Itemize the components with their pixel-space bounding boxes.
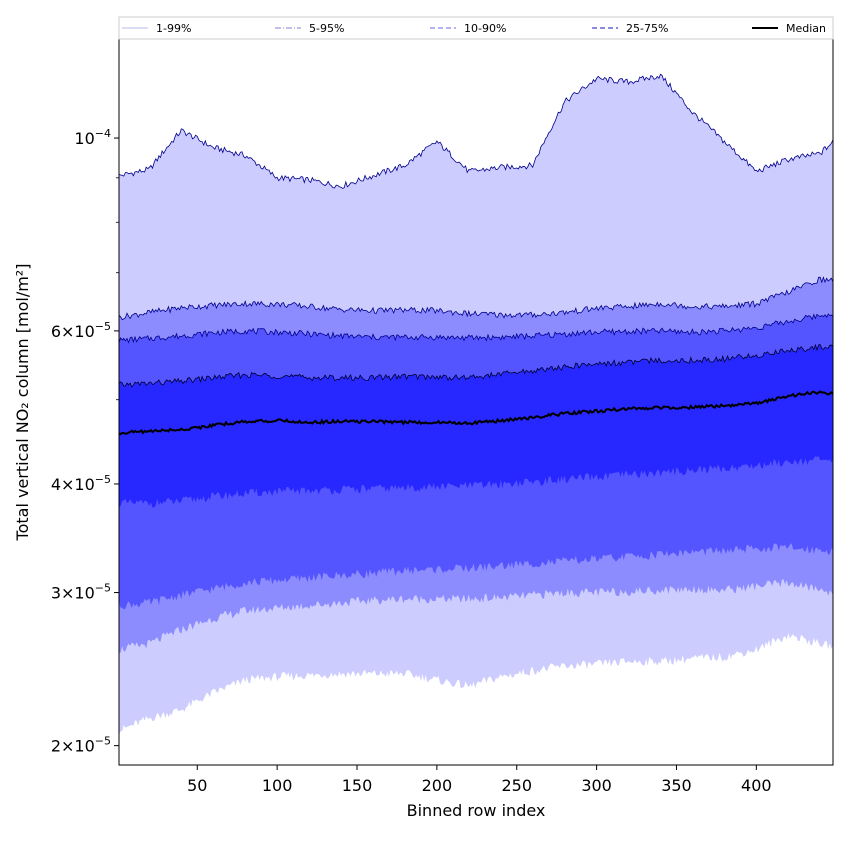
x-tick-label: 150 xyxy=(342,776,373,795)
band-upper-edge-10-90% xyxy=(119,313,833,344)
legend-label: Median xyxy=(786,22,826,35)
y-tick-label: 6×10−5 xyxy=(51,320,111,341)
x-tick-label: 50 xyxy=(187,776,207,795)
y-tick-label: 2×10−5 xyxy=(51,735,111,756)
legend: 1-99% 5-95% 10-90% 25-75% Median xyxy=(118,16,834,40)
x-tick-label: 200 xyxy=(422,776,453,795)
x-tick-label: 400 xyxy=(741,776,772,795)
y-tick-label: 4×10−5 xyxy=(51,473,111,494)
band-25-75% xyxy=(119,344,833,508)
y-tick-label: 3×10−5 xyxy=(51,582,111,603)
x-tick-label: 350 xyxy=(661,776,692,795)
legend-label: 10-90% xyxy=(464,22,506,35)
y-axis: 2×10−5 3×10−5 4×10−5 6×10−5 10−4 xyxy=(51,127,119,756)
legend-label: 5-95% xyxy=(309,22,344,35)
band-upper-edge-5-95% xyxy=(119,276,833,321)
x-axis-label: Binned row index xyxy=(407,801,546,820)
y-axis-label: Total vertical NO₂ column [mol/m²] xyxy=(13,264,32,542)
percentile-bands xyxy=(119,73,833,735)
x-tick-label: 300 xyxy=(581,776,612,795)
median-layer xyxy=(119,390,833,436)
legend-label: 1-99% xyxy=(156,22,191,35)
y-tick-label: 10−4 xyxy=(74,127,111,148)
x-axis: 50 100 150 200 250 300 350 400 xyxy=(187,765,772,795)
legend-label: 25-75% xyxy=(626,22,668,35)
x-tick-label: 250 xyxy=(501,776,532,795)
band-upper-edge-1-99% xyxy=(119,73,833,189)
band-upper-edge-25-75% xyxy=(119,343,833,388)
legend-frame xyxy=(118,16,834,40)
x-tick-label: 100 xyxy=(262,776,293,795)
median-line xyxy=(119,390,833,436)
